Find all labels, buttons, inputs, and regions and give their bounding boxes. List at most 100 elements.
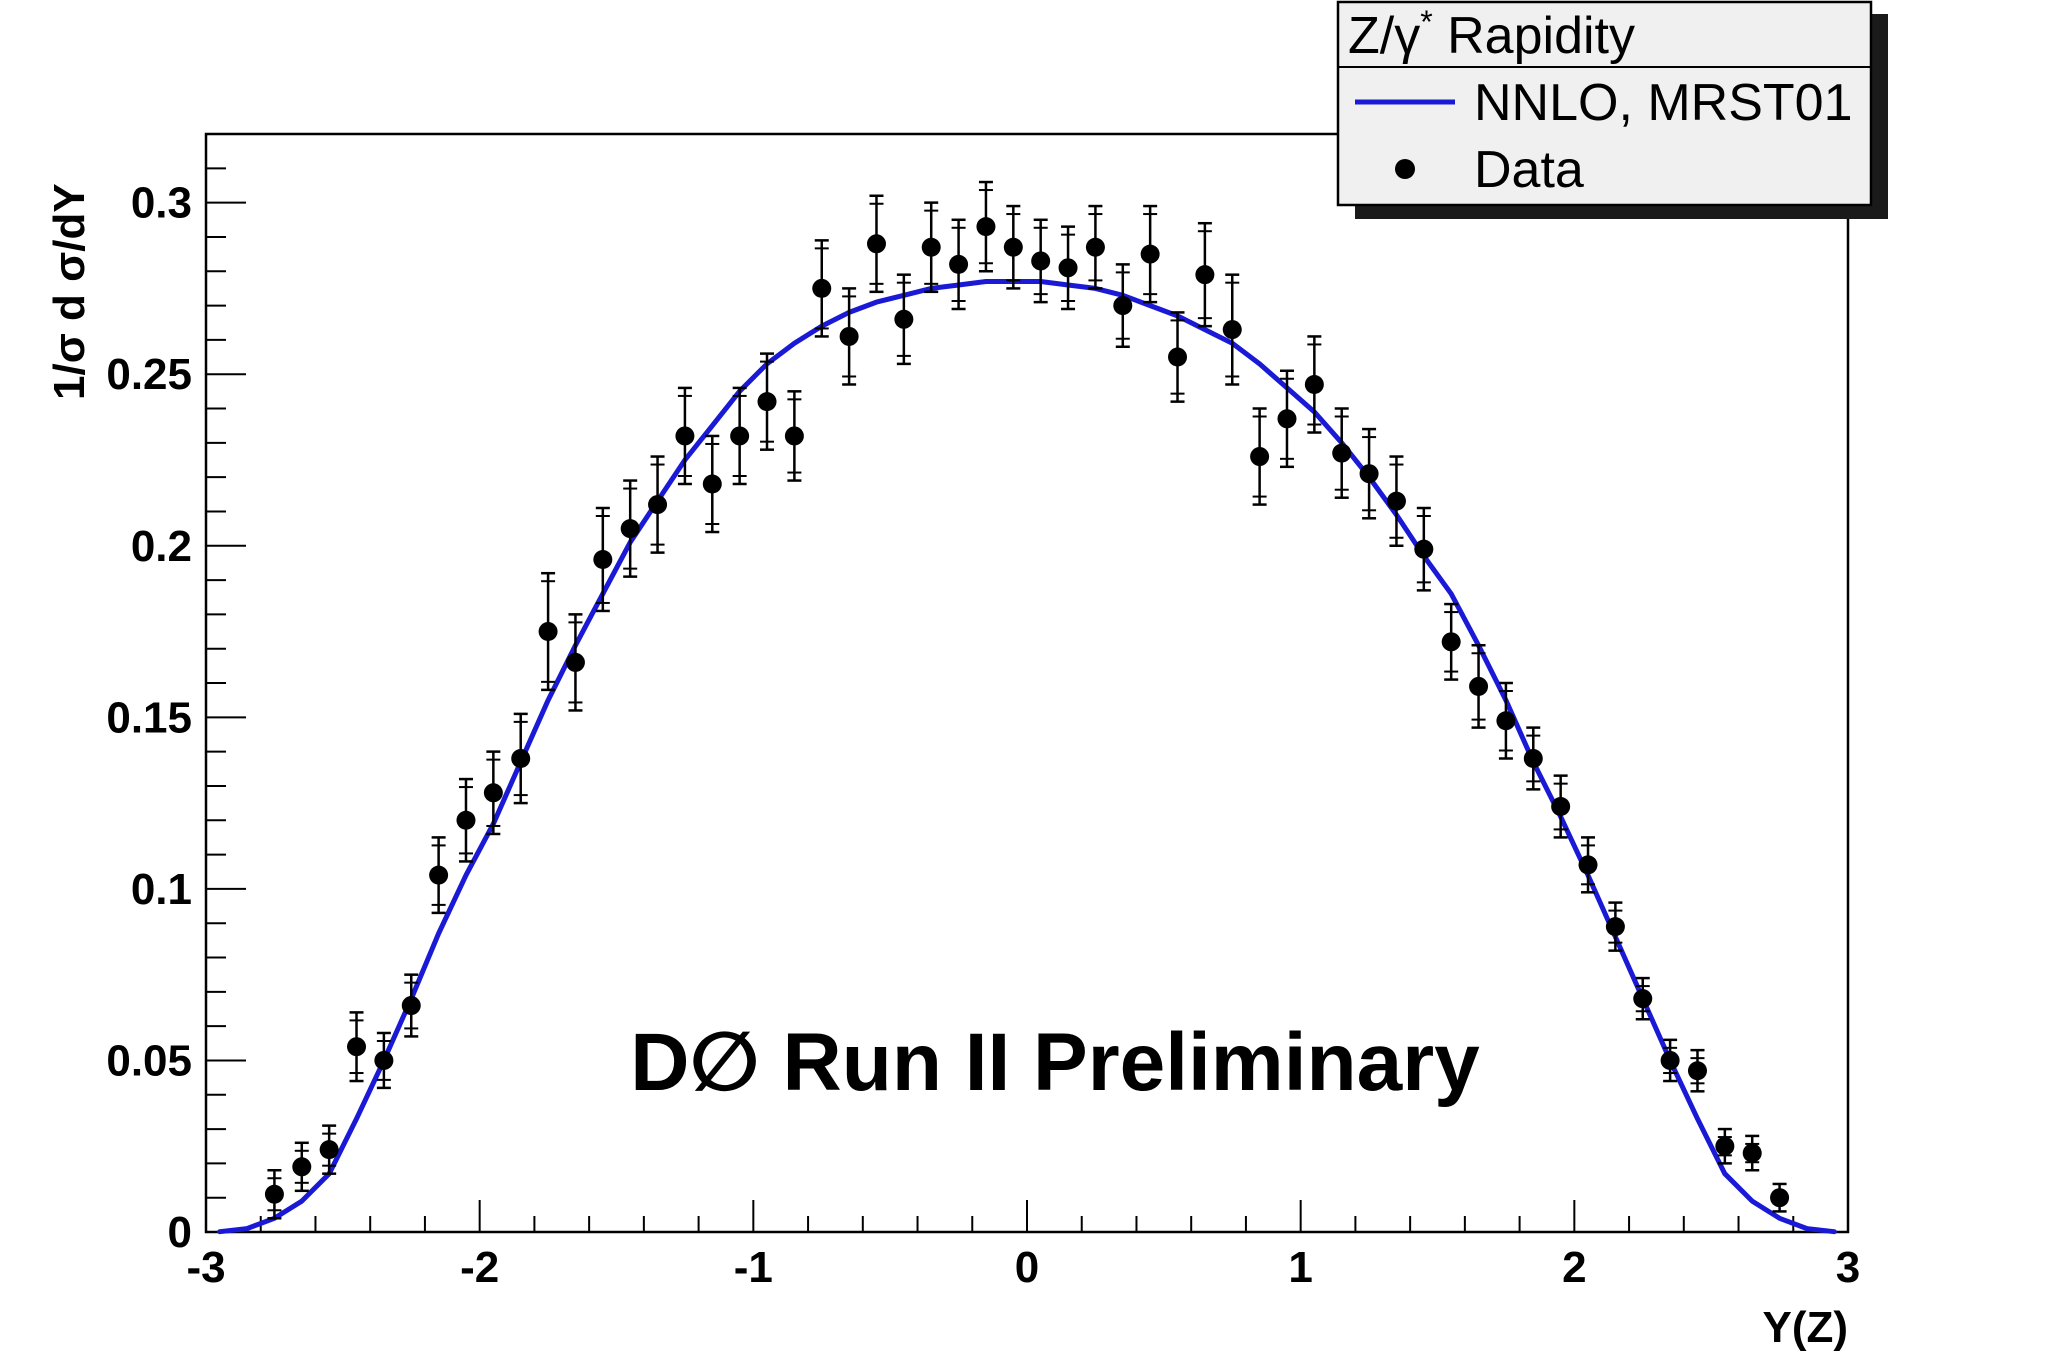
data-marker xyxy=(1003,237,1023,257)
x-tick-label: 1 xyxy=(1288,1243,1312,1292)
data-marker xyxy=(757,392,777,412)
data-point xyxy=(1222,273,1242,386)
x-tick-label: -2 xyxy=(460,1243,499,1292)
data-marker xyxy=(1085,237,1105,257)
data-point xyxy=(1660,1038,1680,1083)
data-point xyxy=(374,1031,394,1090)
run-ii-preliminary-annotation: D∅ Run II Preliminary xyxy=(630,1017,1480,1108)
legend-header: Z/γ* Rapidity xyxy=(1348,4,1635,65)
data-point xyxy=(1605,901,1625,952)
data-marker xyxy=(730,426,750,446)
x-axis-title: Y(Z) xyxy=(1762,1303,1848,1352)
y-axis-title: 1/σ d σ/dY xyxy=(45,183,94,400)
y-tick-label: 0.05 xyxy=(106,1036,192,1085)
data-point xyxy=(401,973,421,1038)
axis-ticks xyxy=(205,133,1849,1233)
data-point xyxy=(319,1124,339,1175)
data-marker xyxy=(784,426,804,446)
data-marker xyxy=(1496,711,1516,731)
legend-entry-data-label: Data xyxy=(1474,141,1584,199)
data-point xyxy=(1551,774,1571,839)
data-point xyxy=(347,1011,367,1083)
data-point xyxy=(976,180,996,273)
x-tick-label: 2 xyxy=(1562,1243,1586,1292)
data-marker xyxy=(483,783,503,803)
data-point xyxy=(1085,204,1105,290)
data-marker xyxy=(620,519,640,539)
data-marker xyxy=(976,217,996,237)
data-marker xyxy=(812,278,832,298)
data-marker xyxy=(1441,632,1461,652)
data-marker xyxy=(319,1140,339,1160)
data-marker xyxy=(839,326,859,346)
data-point xyxy=(921,201,941,294)
data-point xyxy=(429,836,449,915)
data-marker xyxy=(1633,989,1653,1009)
data-marker xyxy=(565,652,585,672)
data-marker xyxy=(1551,797,1571,817)
data-marker xyxy=(401,996,421,1016)
data-marker xyxy=(1386,491,1406,511)
data-point xyxy=(812,239,832,338)
y-tick-label: 0.25 xyxy=(106,350,192,399)
data-marker xyxy=(1222,320,1242,340)
data-point xyxy=(1742,1134,1762,1172)
theory-curve xyxy=(217,279,1837,1235)
data-marker xyxy=(1523,748,1543,768)
data-marker xyxy=(1660,1050,1680,1070)
data-marker xyxy=(1605,917,1625,937)
legend-marker-sample xyxy=(1395,159,1415,179)
data-point xyxy=(648,455,668,554)
data-marker xyxy=(675,426,695,446)
data-point xyxy=(511,712,531,805)
data-point xyxy=(264,1168,284,1220)
data-marker xyxy=(1578,855,1598,875)
data-point xyxy=(1633,976,1653,1021)
data-point xyxy=(1687,1048,1707,1093)
theory-line xyxy=(217,279,1837,1235)
data-marker xyxy=(866,234,886,254)
data-point xyxy=(1359,427,1379,520)
data-point xyxy=(565,613,585,712)
data-point xyxy=(1113,263,1133,348)
data-point xyxy=(538,571,558,692)
data-marker xyxy=(1031,251,1051,271)
data-point xyxy=(1469,644,1489,729)
data-point xyxy=(1386,455,1406,547)
data-point xyxy=(1332,407,1352,499)
data-marker xyxy=(1168,347,1188,367)
data-marker xyxy=(1332,443,1352,463)
data-marker xyxy=(1304,374,1324,394)
data-point xyxy=(1414,506,1434,592)
data-point xyxy=(1715,1127,1735,1165)
data-point xyxy=(1058,225,1078,311)
data-marker xyxy=(538,622,558,642)
data-point xyxy=(1441,602,1461,681)
data-point xyxy=(1168,311,1188,403)
data-marker xyxy=(1687,1061,1707,1081)
data-point xyxy=(1578,836,1598,894)
data-point xyxy=(675,386,695,486)
data-marker xyxy=(1414,539,1434,559)
data-marker xyxy=(1770,1188,1790,1208)
data-marker xyxy=(292,1157,312,1177)
data-point xyxy=(894,273,914,366)
data-point xyxy=(1003,204,1023,290)
data-marker xyxy=(1250,447,1270,467)
legend: Z/γ* Rapidity NNLO, MRST01 Data xyxy=(1336,0,1888,219)
data-marker xyxy=(894,309,914,329)
data-marker xyxy=(264,1184,284,1204)
y-tick-label: 0 xyxy=(168,1208,192,1257)
data-point xyxy=(1277,369,1297,469)
data-point xyxy=(1304,335,1324,434)
data-point xyxy=(949,218,969,311)
data-marker xyxy=(593,549,613,569)
y-tick-label: 0.3 xyxy=(131,179,192,228)
data-point xyxy=(456,777,476,863)
data-marker xyxy=(1359,464,1379,484)
data-marker xyxy=(347,1037,367,1057)
data-point xyxy=(839,287,859,386)
data-marker xyxy=(374,1050,394,1070)
y-tick-label: 0.1 xyxy=(131,865,192,914)
